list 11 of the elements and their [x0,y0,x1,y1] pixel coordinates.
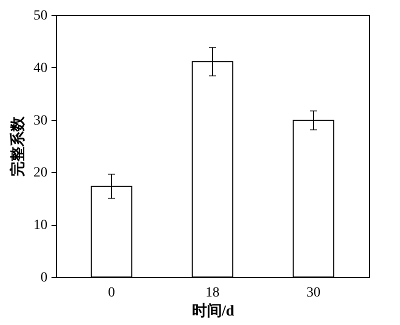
y-tick-label: 40 [34,60,48,76]
y-tick-label: 30 [34,113,48,128]
y-axis-title: 完整系数 [8,116,26,176]
y-tick-label: 20 [34,166,48,181]
x-tick-label: 0 [108,286,116,300]
x-tick-label: 30 [306,286,320,300]
y-tick-label: 50 [34,8,48,24]
x-axis-title: 时间/d [192,302,235,320]
y-tick-label: 0 [40,270,48,286]
y-tick-label: 10 [34,218,48,234]
x-tick-label: 18 [206,286,220,300]
